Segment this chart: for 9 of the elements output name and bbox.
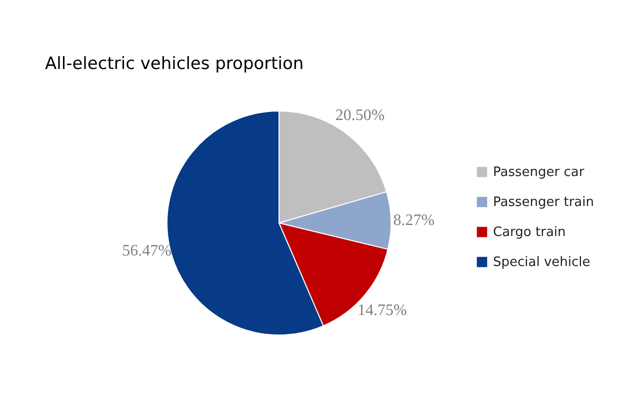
legend-label: Passenger train: [493, 195, 594, 210]
data-label: 14.75%: [358, 302, 407, 320]
data-label: 8.27%: [393, 212, 435, 229]
data-label: 20.50%: [335, 107, 385, 124]
legend-label: Special vehicle: [493, 255, 590, 270]
legend-label: Cargo train: [493, 225, 566, 240]
legend-label: Passenger car: [493, 165, 585, 180]
chart-title: All-electric vehicles proportion: [45, 54, 304, 74]
data-label: 56.47%: [122, 242, 172, 260]
